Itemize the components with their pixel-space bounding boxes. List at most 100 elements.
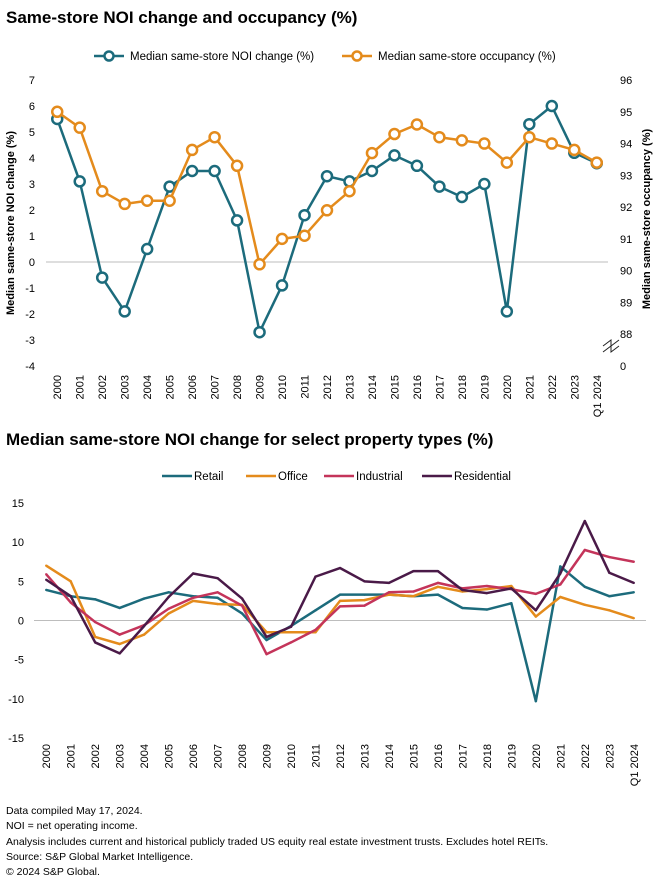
data-point bbox=[298, 208, 311, 222]
x-tick-label: Q1 2024 bbox=[592, 375, 604, 417]
data-point bbox=[608, 609, 611, 612]
occupancy-noi-chart: Median same-store NOI change (%) Median s… bbox=[5, 50, 653, 417]
y-tick-label: 6 bbox=[29, 101, 35, 113]
x-tick-label: 2008 bbox=[232, 375, 244, 399]
data-point bbox=[253, 325, 266, 339]
y2-tick-label: 93 bbox=[620, 170, 632, 182]
data-point bbox=[534, 592, 538, 596]
legend-item-industrial: Industrial bbox=[324, 471, 403, 483]
x-tick-label: 2005 bbox=[164, 744, 176, 768]
y-tick-label: -3 bbox=[25, 335, 35, 347]
note-source: Source: S&P Global Market Intelligence. bbox=[6, 850, 194, 863]
data-point bbox=[265, 638, 268, 642]
data-point bbox=[436, 581, 440, 585]
data-point bbox=[387, 593, 391, 596]
data-point bbox=[510, 602, 513, 605]
y-tick-label: 0 bbox=[29, 257, 35, 269]
data-point bbox=[338, 605, 342, 608]
x-tick-label: 2010 bbox=[286, 744, 298, 768]
data-point bbox=[45, 573, 48, 576]
data-point bbox=[163, 194, 176, 208]
legend-label: Residential bbox=[454, 471, 511, 483]
data-point bbox=[559, 583, 562, 586]
y-tick-label: -15 bbox=[8, 733, 24, 745]
data-point bbox=[320, 204, 334, 217]
data-point bbox=[140, 242, 154, 256]
footnotes: Data compiled May 17, 2024. NOI = net op… bbox=[6, 804, 548, 880]
data-point bbox=[94, 620, 97, 624]
legend-item-retail: Retail bbox=[162, 471, 223, 483]
data-point bbox=[216, 577, 219, 580]
data-point bbox=[118, 197, 131, 211]
data-point bbox=[338, 599, 342, 603]
y2-tick-label: 91 bbox=[620, 234, 632, 246]
data-point bbox=[534, 615, 538, 618]
data-point bbox=[240, 612, 244, 615]
data-point bbox=[363, 598, 366, 602]
x-tick-label: 2006 bbox=[188, 744, 200, 768]
data-point bbox=[583, 519, 586, 523]
data-point bbox=[191, 596, 195, 599]
data-point bbox=[363, 593, 366, 596]
data-point bbox=[314, 628, 317, 632]
axis-break-mark bbox=[602, 345, 620, 353]
y-tick-label: 4 bbox=[29, 153, 35, 165]
data-point bbox=[433, 180, 446, 193]
data-point bbox=[265, 652, 268, 656]
data-point bbox=[534, 609, 538, 612]
data-point bbox=[436, 569, 440, 573]
data-point bbox=[387, 581, 391, 585]
data-point bbox=[118, 633, 121, 636]
data-point bbox=[298, 229, 311, 242]
data-point bbox=[485, 591, 489, 595]
y-tick-label: -10 bbox=[8, 694, 24, 706]
y2-tick-label: 0 bbox=[620, 361, 626, 373]
x-tick-label: 2017 bbox=[434, 375, 446, 399]
x-tick-label: 2009 bbox=[255, 375, 267, 399]
data-point bbox=[314, 575, 317, 578]
data-point bbox=[265, 635, 268, 639]
data-point bbox=[118, 305, 131, 318]
y2-tick-label: 88 bbox=[620, 329, 632, 341]
y-tick-label: 10 bbox=[12, 537, 24, 549]
data-point bbox=[142, 633, 146, 636]
y-tick-label: 7 bbox=[29, 75, 35, 87]
legend-label: Office bbox=[278, 471, 308, 483]
data-point bbox=[289, 625, 293, 628]
chart1-title: Same-store NOI change and occupancy (%) bbox=[6, 8, 358, 27]
data-point bbox=[94, 641, 97, 644]
data-point bbox=[191, 599, 195, 603]
series-line bbox=[45, 564, 635, 646]
data-point bbox=[265, 631, 268, 634]
x-tick-label: 2016 bbox=[433, 744, 445, 768]
axis-break-mark bbox=[602, 339, 620, 347]
legend-item-office: Office bbox=[246, 471, 308, 483]
data-point bbox=[388, 149, 401, 162]
x-tick-label: 2002 bbox=[97, 375, 109, 399]
data-point bbox=[69, 601, 72, 604]
series-line bbox=[45, 519, 635, 655]
x-tick-label: 2003 bbox=[120, 375, 132, 399]
data-point bbox=[142, 624, 146, 628]
data-point bbox=[253, 258, 266, 271]
data-point bbox=[94, 598, 97, 601]
y2-tick-label: 96 bbox=[620, 75, 632, 87]
data-point bbox=[478, 177, 491, 191]
data-point bbox=[140, 194, 154, 208]
data-point bbox=[314, 631, 317, 634]
data-point bbox=[363, 580, 366, 583]
x-tick-label: 2020 bbox=[502, 375, 514, 399]
data-point bbox=[412, 569, 415, 573]
data-point bbox=[167, 595, 170, 599]
x-tick-label: 2015 bbox=[408, 744, 420, 768]
data-point bbox=[583, 548, 586, 552]
data-point bbox=[216, 596, 219, 599]
data-point bbox=[50, 105, 64, 119]
data-point bbox=[363, 604, 366, 607]
legend-marker bbox=[351, 50, 363, 62]
data-point bbox=[338, 566, 342, 570]
y-tick-label: 0 bbox=[18, 616, 24, 628]
data-point bbox=[632, 581, 635, 585]
x-tick-label: 2006 bbox=[187, 375, 199, 399]
y2-axis-title: Median same-store occupancy (%) bbox=[641, 129, 653, 310]
